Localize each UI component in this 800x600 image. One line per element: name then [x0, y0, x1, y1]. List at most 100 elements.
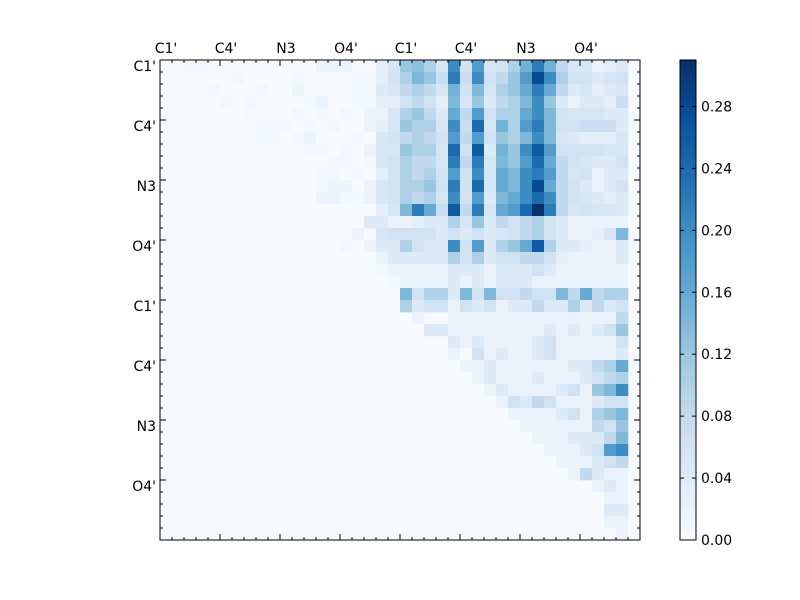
- heatmap-cell: [580, 396, 593, 409]
- heatmap-cell: [484, 312, 497, 325]
- heatmap-cell: [400, 204, 413, 217]
- heatmap-cell: [520, 348, 533, 361]
- heatmap-cell: [400, 192, 413, 205]
- heatmap-cell: [556, 300, 569, 313]
- heatmap-cell: [388, 264, 401, 277]
- heatmap-cell: [556, 120, 569, 133]
- heatmap-cell: [376, 96, 389, 109]
- heatmap-cell: [328, 120, 341, 133]
- heatmap-cell: [532, 156, 545, 169]
- heatmap-cell: [484, 384, 497, 397]
- heatmap-cell: [208, 84, 221, 97]
- heatmap-cell: [484, 288, 497, 301]
- heatmap-cell: [532, 120, 545, 133]
- heatmap-cell: [520, 336, 533, 349]
- heatmap-cell: [568, 108, 581, 121]
- heatmap-cell: [616, 420, 629, 433]
- heatmap-cell: [400, 132, 413, 145]
- heatmap-cell: [592, 276, 605, 289]
- heatmap-cell: [616, 252, 629, 265]
- heatmap-cell: [388, 252, 401, 265]
- heatmap-cell: [532, 324, 545, 337]
- heatmap-cell: [604, 264, 617, 277]
- heatmap-cell: [544, 372, 557, 385]
- heatmap-cell: [184, 60, 197, 73]
- heatmap-cell: [592, 84, 605, 97]
- heatmap-cell: [436, 216, 449, 229]
- heatmap-cell: [544, 264, 557, 277]
- heatmap-cell: [556, 180, 569, 193]
- heatmap-cell: [556, 84, 569, 97]
- heatmap-cell: [388, 180, 401, 193]
- heatmap-cell: [532, 396, 545, 409]
- heatmap-cell: [580, 360, 593, 373]
- heatmap-cell: [448, 168, 461, 181]
- heatmap-cell: [448, 84, 461, 97]
- heatmap-cell: [568, 144, 581, 157]
- heatmap-cell: [544, 180, 557, 193]
- heatmap-cell: [232, 72, 245, 85]
- heatmap-cell: [460, 324, 473, 337]
- heatmap-cell: [472, 324, 485, 337]
- heatmap-cell: [556, 108, 569, 121]
- heatmap-cell: [568, 468, 581, 481]
- heatmap-cell: [544, 444, 557, 457]
- heatmap-cell: [532, 180, 545, 193]
- y-tick-label: C1': [133, 299, 156, 315]
- colorbar-tick-label: 0.20: [701, 223, 732, 239]
- heatmap-cell: [292, 108, 305, 121]
- y-tick-label: N3: [137, 419, 156, 435]
- heatmap-cell: [580, 192, 593, 205]
- heatmap-cell: [544, 324, 557, 337]
- heatmap-cell: [496, 312, 509, 325]
- x-tick-label: C1': [155, 41, 178, 57]
- heatmap-cell: [436, 108, 449, 121]
- heatmap-cell: [400, 156, 413, 169]
- heatmap-cell: [556, 228, 569, 241]
- heatmap-cell: [388, 132, 401, 145]
- heatmap-cell: [424, 72, 437, 85]
- heatmap-cell: [412, 276, 425, 289]
- heatmap-cell: [460, 252, 473, 265]
- x-tick-label: N3: [276, 41, 295, 57]
- heatmap-cell: [316, 96, 329, 109]
- heatmap-cell: [556, 240, 569, 253]
- heatmap-cell: [520, 372, 533, 385]
- heatmap-cell: [508, 168, 521, 181]
- heatmap-cell: [604, 276, 617, 289]
- heatmap-cell: [376, 156, 389, 169]
- heatmap-cell: [496, 324, 509, 337]
- heatmap-cell: [400, 168, 413, 181]
- heatmap-cell: [424, 228, 437, 241]
- heatmap-cell: [568, 372, 581, 385]
- heatmap-cell: [544, 396, 557, 409]
- y-tick-label: C4': [133, 359, 156, 375]
- heatmap-cell: [580, 180, 593, 193]
- heatmap-cell: [592, 120, 605, 133]
- heatmap-cell: [568, 300, 581, 313]
- y-tick-labels: C1' C4' N3 O4' C1' C4' N3 O4': [132, 59, 156, 495]
- heatmap-cell: [544, 60, 557, 73]
- heatmap-cell: [472, 120, 485, 133]
- heatmap-cell: [544, 156, 557, 169]
- heatmap-cell: [484, 180, 497, 193]
- heatmap-cell: [364, 240, 377, 253]
- heatmap-cell: [460, 312, 473, 325]
- heatmap-cell: [520, 156, 533, 169]
- heatmap-cell: [556, 168, 569, 181]
- heatmap-cell: [568, 324, 581, 337]
- heatmap-cell: [604, 132, 617, 145]
- heatmap-cell: [604, 456, 617, 469]
- heatmap-cell: [484, 192, 497, 205]
- heatmap-cell: [496, 384, 509, 397]
- heatmap-cell: [508, 240, 521, 253]
- heatmap-cell: [568, 168, 581, 181]
- heatmap-cell: [544, 168, 557, 181]
- heatmap-cell: [592, 216, 605, 229]
- heatmap-cell: [592, 456, 605, 469]
- heatmap-cell: [604, 360, 617, 373]
- heatmap-cell: [436, 264, 449, 277]
- heatmap-cell: [568, 216, 581, 229]
- heatmap-cell: [328, 168, 341, 181]
- heatmap-cell: [592, 72, 605, 85]
